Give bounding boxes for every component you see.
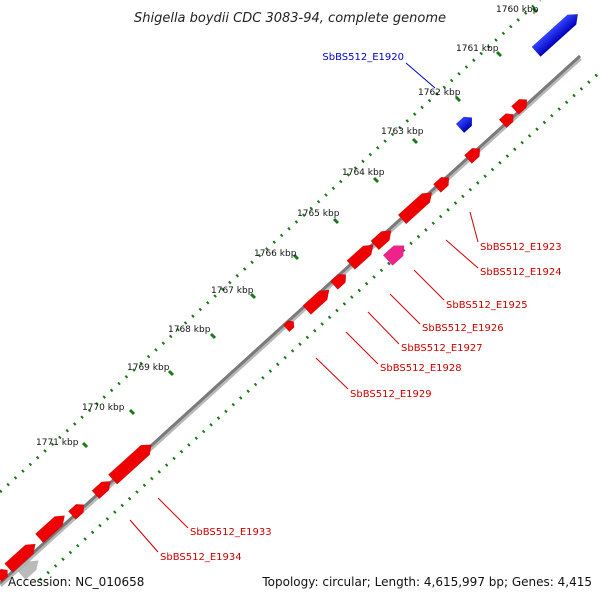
gene-features xyxy=(0,9,582,583)
gene-sbbs512-e1934[interactable] xyxy=(34,511,68,544)
kbp-tick xyxy=(454,95,462,103)
kbp-label: 1768 kbp xyxy=(168,325,211,335)
gene-sbbs512-e1927[interactable] xyxy=(330,271,349,290)
label-leader-line xyxy=(315,357,349,390)
label-leader-line xyxy=(345,331,379,365)
gene-sbbs512-e1933[interactable] xyxy=(107,440,155,485)
label-leader-line xyxy=(129,519,159,553)
label-leader-line xyxy=(413,269,445,301)
gene-forward[interactable] xyxy=(0,566,11,583)
kbp-tick xyxy=(292,253,300,261)
kbp-label: 1770 kbp xyxy=(82,403,125,413)
gene-label[interactable]: SbBS512_E1929 xyxy=(350,389,432,400)
gene-forward[interactable] xyxy=(370,226,395,251)
kbp-label: 1766 kbp xyxy=(254,249,297,259)
kbp-label: 1764 kbp xyxy=(342,168,385,178)
accession-text: Accession: NC_010658 xyxy=(8,575,144,589)
gene-forward[interactable] xyxy=(68,501,87,520)
map-title: Shigella boydii CDC 3083-94, complete ge… xyxy=(134,11,446,26)
gene-sbbs512-e1926[interactable] xyxy=(346,241,377,270)
label-leaders xyxy=(129,62,479,553)
gene-forward[interactable] xyxy=(464,145,483,164)
gene-sbbs512-e1928[interactable] xyxy=(302,286,333,315)
kbp-tick xyxy=(495,50,503,58)
kbp-label: 1769 kbp xyxy=(127,363,170,373)
kbp-labels: 1760 kbp 1761 kbp 1762 kbp 1763 kbp 1764 kbp… xyxy=(36,5,539,448)
kbp-tick xyxy=(209,332,217,340)
outer-tick-ruler xyxy=(0,0,542,494)
kbp-tick xyxy=(531,6,539,14)
label-leader-line xyxy=(405,62,436,89)
kbp-label: 1762 kbp xyxy=(418,88,461,98)
gene-forward[interactable] xyxy=(498,110,517,129)
gene-label[interactable]: SbBS512_E1934 xyxy=(160,552,242,563)
gene-sbbs512-e1923[interactable] xyxy=(433,174,452,193)
kbp-tick xyxy=(411,137,419,145)
gene-sbbs512-e1924[interactable] xyxy=(397,188,436,225)
topology-summary: Topology: circular; Length: 4,615,997 bp… xyxy=(261,575,592,589)
gene-sbbs512-e1929[interactable] xyxy=(282,318,296,333)
gene-forward[interactable] xyxy=(4,539,40,573)
gene-blue-top[interactable] xyxy=(531,9,582,57)
label-leader-line xyxy=(445,239,479,269)
label-leader-line xyxy=(389,293,421,325)
label-leader-line xyxy=(469,211,479,243)
label-leader-line xyxy=(367,311,400,345)
gene-label[interactable]: SbBS512_E1928 xyxy=(380,363,462,374)
gene-label[interactable]: SbBS512_E1926 xyxy=(422,323,504,334)
gene-label[interactable]: SbBS512_E1923 xyxy=(480,242,562,253)
kbp-tick xyxy=(332,217,340,225)
kbp-tick xyxy=(167,369,175,377)
kbp-tick xyxy=(249,292,257,300)
gene-label[interactable]: SbBS512_E1933 xyxy=(190,527,272,538)
kbp-label: 1763 kbp xyxy=(381,127,424,137)
label-leader-line xyxy=(157,497,189,529)
kbp-label: 1767 kbp xyxy=(211,286,254,296)
kbp-tick xyxy=(81,441,89,449)
gene-sbbs512-e1925[interactable] xyxy=(382,240,409,266)
kbp-tick xyxy=(128,408,136,416)
kbp-label: 1760 kbp xyxy=(496,5,539,15)
gene-sbbs512-e1920[interactable] xyxy=(455,113,476,134)
gene-label[interactable]: SbBS512_E1927 xyxy=(401,343,483,354)
gene-grey[interactable] xyxy=(17,557,42,580)
kbp-label: 1761 kbp xyxy=(456,44,499,54)
major-ticks xyxy=(81,6,539,449)
kbp-label: 1765 kbp xyxy=(297,209,340,219)
genome-backbone xyxy=(0,54,582,585)
gene-label[interactable]: SbBS512_E1924 xyxy=(480,267,562,278)
gene-labels: SbBS512_E1920 SbBS512_E1923 SbBS512_E1924 S… xyxy=(160,52,562,563)
kbp-label: 1771 kbp xyxy=(36,438,79,448)
gene-label[interactable]: SbBS512_E1925 xyxy=(446,300,528,311)
kbp-tick xyxy=(372,176,380,184)
gene-label[interactable]: SbBS512_E1920 xyxy=(322,52,404,63)
inner-tick-ruler xyxy=(38,70,600,582)
gene-forward[interactable] xyxy=(511,96,530,115)
gene-forward[interactable] xyxy=(91,477,114,500)
